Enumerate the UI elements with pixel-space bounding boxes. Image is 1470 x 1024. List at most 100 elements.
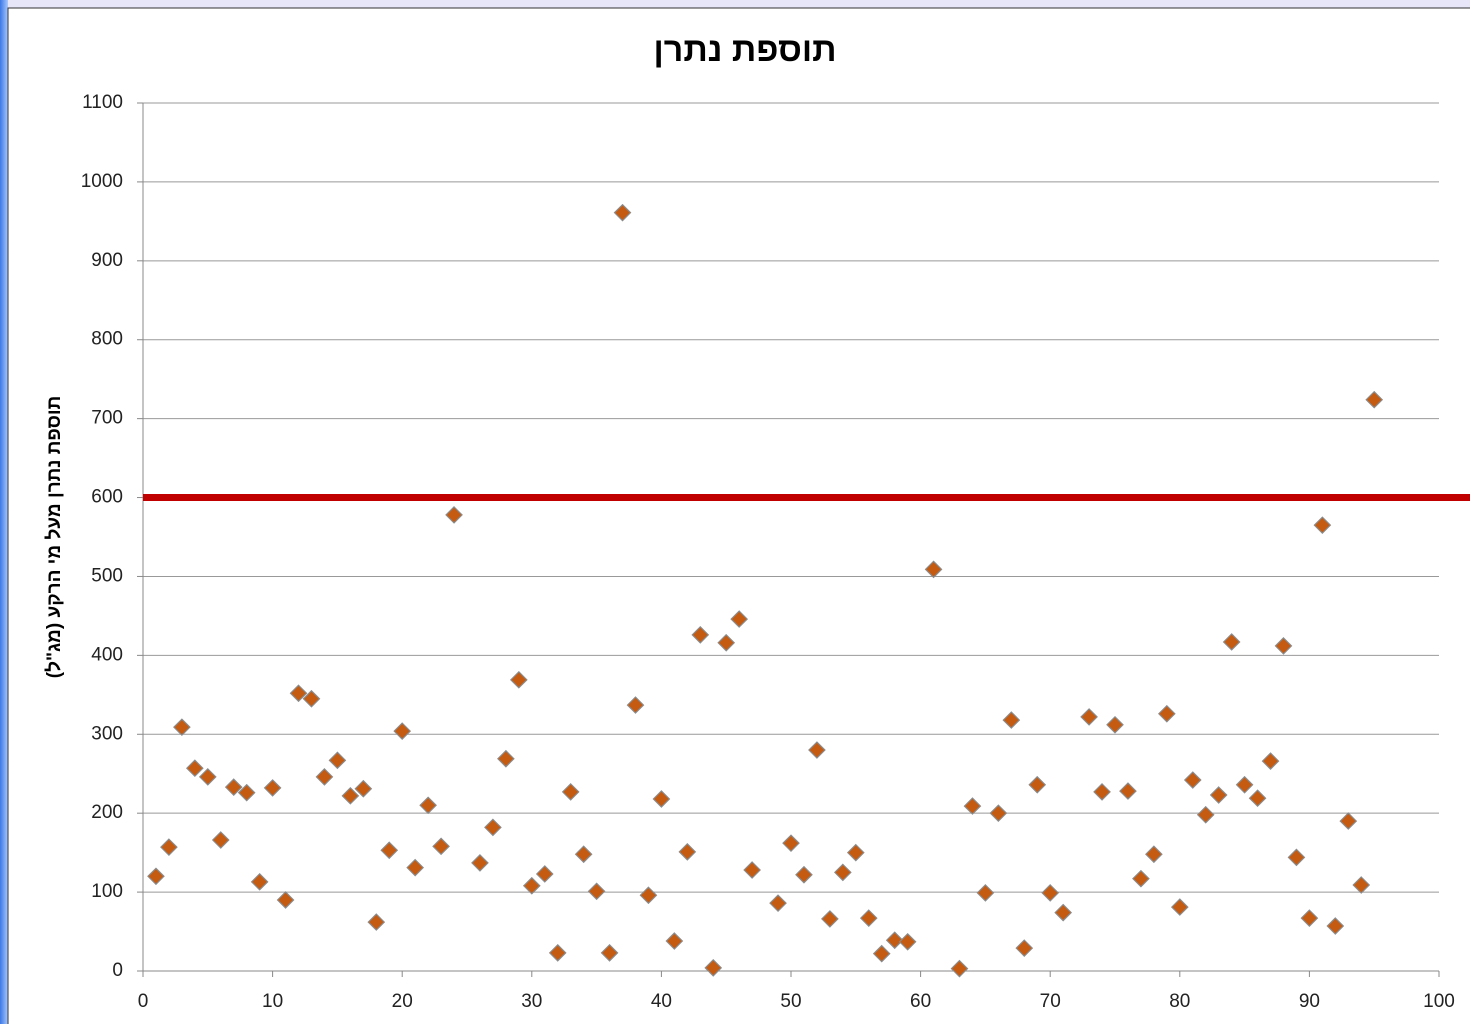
point — [224, 778, 243, 796]
x-tick-label: 20 — [392, 991, 413, 1012]
point — [302, 689, 321, 708]
point — [315, 768, 334, 786]
point — [950, 959, 969, 978]
point — [471, 854, 489, 872]
point — [1352, 876, 1371, 894]
point — [354, 779, 373, 798]
point — [613, 203, 632, 222]
point — [173, 718, 191, 737]
point — [859, 909, 878, 927]
point — [1222, 633, 1241, 651]
point — [250, 872, 269, 891]
point — [276, 891, 295, 909]
y-tick-label: 700 — [91, 408, 123, 429]
point — [1235, 775, 1254, 794]
point — [185, 759, 204, 778]
point — [652, 790, 671, 808]
point — [704, 958, 723, 977]
y-tick-label: 800 — [91, 329, 123, 350]
point — [1093, 783, 1111, 801]
point — [1248, 789, 1267, 808]
point — [1300, 909, 1319, 927]
point — [1287, 848, 1306, 867]
point — [522, 876, 541, 895]
y-tick-label: 600 — [91, 487, 123, 508]
point — [341, 786, 360, 805]
point — [924, 560, 943, 579]
y-tick-label: 1000 — [81, 171, 123, 192]
point — [367, 913, 386, 931]
point — [717, 633, 736, 652]
y-tick-label: 900 — [91, 250, 123, 271]
chart-area — [7, 7, 1470, 1024]
point — [898, 932, 917, 951]
point — [535, 865, 554, 883]
point — [639, 886, 658, 905]
point — [1261, 752, 1280, 770]
x-tick-label: 40 — [651, 991, 672, 1012]
y-tick-label: 400 — [91, 644, 123, 665]
point — [1170, 898, 1189, 916]
point — [1274, 637, 1293, 655]
point — [237, 783, 256, 802]
point — [833, 863, 852, 882]
x-tick-label: 80 — [1169, 991, 1190, 1012]
window-edge — [0, 0, 8, 1024]
x-tick-label: 30 — [521, 991, 542, 1012]
point — [1002, 711, 1021, 729]
y-tick-label: 500 — [91, 565, 123, 586]
point — [1041, 884, 1060, 902]
point — [1326, 917, 1345, 935]
point — [561, 783, 580, 801]
point — [380, 841, 399, 860]
point — [795, 865, 813, 884]
point — [1028, 775, 1047, 794]
point — [963, 797, 982, 815]
y-tick-label: 300 — [91, 723, 123, 744]
y-tick-label: 0 — [112, 960, 123, 981]
point — [1015, 939, 1034, 957]
point — [1209, 786, 1228, 804]
point — [1054, 903, 1073, 922]
x-tick-label: 50 — [780, 991, 801, 1012]
point — [393, 722, 412, 740]
point — [976, 884, 995, 902]
y-axis-label: תוספת נתרן מעל מי הרקע (מג"ל) — [44, 396, 65, 679]
point — [198, 768, 217, 786]
point — [989, 804, 1008, 823]
point — [263, 779, 282, 797]
point — [872, 944, 891, 963]
point — [419, 796, 437, 815]
point — [1106, 715, 1124, 734]
point — [406, 858, 425, 877]
point — [574, 845, 593, 864]
point — [445, 506, 463, 524]
point — [885, 931, 904, 950]
point — [1313, 516, 1332, 535]
point — [211, 831, 230, 849]
point — [548, 944, 567, 962]
point — [846, 843, 865, 862]
point — [821, 910, 839, 928]
point — [626, 696, 645, 714]
x-tick-label: 100 — [1423, 991, 1455, 1012]
point — [432, 837, 450, 856]
point — [1119, 782, 1137, 800]
x-tick-label: 60 — [910, 991, 931, 1012]
point — [147, 867, 165, 886]
y-tick-label: 200 — [91, 802, 123, 823]
point — [1132, 869, 1150, 888]
point — [1339, 812, 1358, 830]
point — [769, 894, 787, 912]
point — [509, 670, 528, 689]
point — [587, 882, 606, 901]
x-tick-label: 90 — [1299, 991, 1320, 1012]
point — [328, 751, 347, 770]
point — [678, 842, 697, 861]
point — [1196, 805, 1215, 824]
point — [1157, 704, 1176, 723]
point — [160, 838, 178, 856]
x-tick-label: 0 — [138, 991, 149, 1012]
point — [782, 834, 800, 853]
